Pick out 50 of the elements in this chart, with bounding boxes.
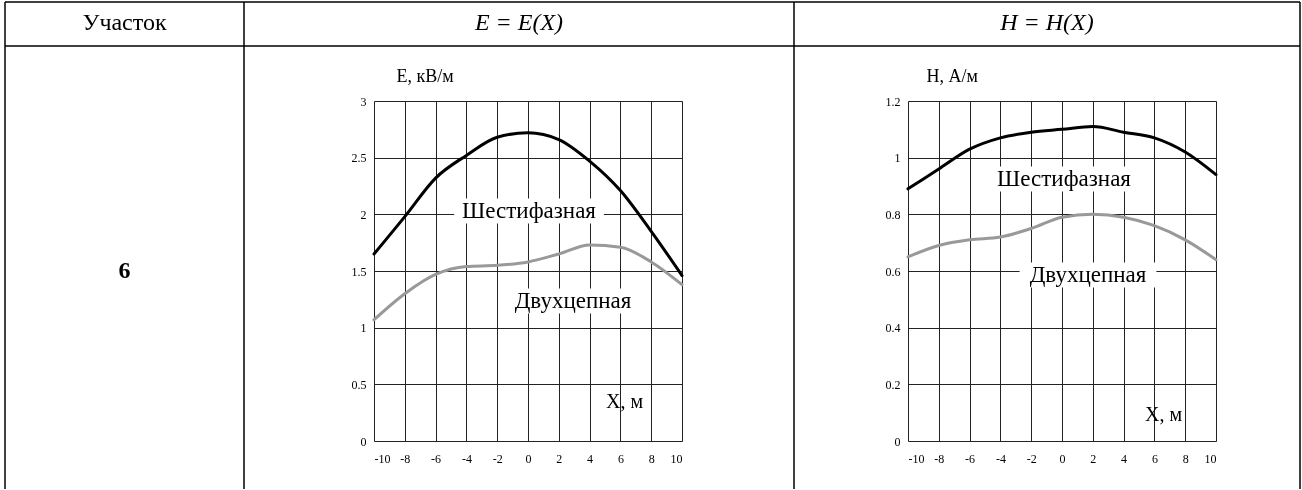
text: 6 xyxy=(118,257,131,283)
x-tick-label: -8 xyxy=(934,451,945,466)
x-tick-label: -10 xyxy=(908,451,925,466)
x-tick-label: -6 xyxy=(965,451,976,466)
y-tick-label: 3 xyxy=(360,94,367,109)
chart-title: E = E(X) xyxy=(473,9,564,35)
x-tick-label: 2 xyxy=(556,451,563,466)
x-tick-label: 10 xyxy=(1204,451,1217,466)
y-tick-label: 1.2 xyxy=(885,94,901,109)
x-tick-label: 4 xyxy=(1121,451,1128,466)
line-series xyxy=(372,131,684,278)
text: Участок xyxy=(82,9,167,35)
y-tick-label: 1 xyxy=(360,321,367,336)
series-label: Двухцепная xyxy=(1029,262,1147,287)
x-tick-label: -10 xyxy=(374,451,391,466)
y-tick-label: 0 xyxy=(894,434,901,449)
x-tick-label: 0 xyxy=(1059,451,1066,466)
x-tick-label: 6 xyxy=(617,451,624,466)
y-tick-label: 1 xyxy=(894,151,901,166)
x-tick-label: -2 xyxy=(492,451,503,466)
y-axis-title: H, А/м xyxy=(926,65,978,86)
y-axis-title: E, кВ/м xyxy=(396,65,454,86)
y-tick-label: 2 xyxy=(360,207,367,222)
line-series xyxy=(906,212,1218,262)
x-tick-label: -4 xyxy=(461,451,472,466)
x-tick-label: 0 xyxy=(525,451,532,466)
x-tick-label: 8 xyxy=(1182,451,1189,466)
series-label: Шестифазная xyxy=(997,166,1132,191)
line-series xyxy=(906,125,1218,191)
x-tick-label: 4 xyxy=(587,451,594,466)
x-tick-label: 8 xyxy=(648,451,655,466)
y-tick-label: 0.6 xyxy=(885,264,901,279)
x-tick-label: 6 xyxy=(1151,451,1158,466)
x-tick-label: -4 xyxy=(995,451,1006,466)
series-label: Шестифазная xyxy=(462,198,597,223)
y-tick-label: 1.5 xyxy=(351,264,367,279)
chart-title: H = H(X) xyxy=(999,9,1094,35)
x-tick-label: 10 xyxy=(670,451,683,466)
y-tick-label: 0 xyxy=(360,434,367,449)
series-label: Двухцепная xyxy=(514,288,632,313)
x-tick-label: 2 xyxy=(1090,451,1097,466)
y-tick-label: 0.4 xyxy=(885,321,901,336)
x-tick-label: -2 xyxy=(1026,451,1037,466)
y-tick-label: 2.5 xyxy=(351,151,367,166)
y-tick-label: 0.8 xyxy=(885,207,901,222)
y-tick-label: 0.5 xyxy=(351,377,367,392)
line-series xyxy=(372,243,684,322)
x-tick-label: -6 xyxy=(431,451,442,466)
x-tick-label: -8 xyxy=(400,451,411,466)
y-tick-label: 0.2 xyxy=(885,377,901,392)
